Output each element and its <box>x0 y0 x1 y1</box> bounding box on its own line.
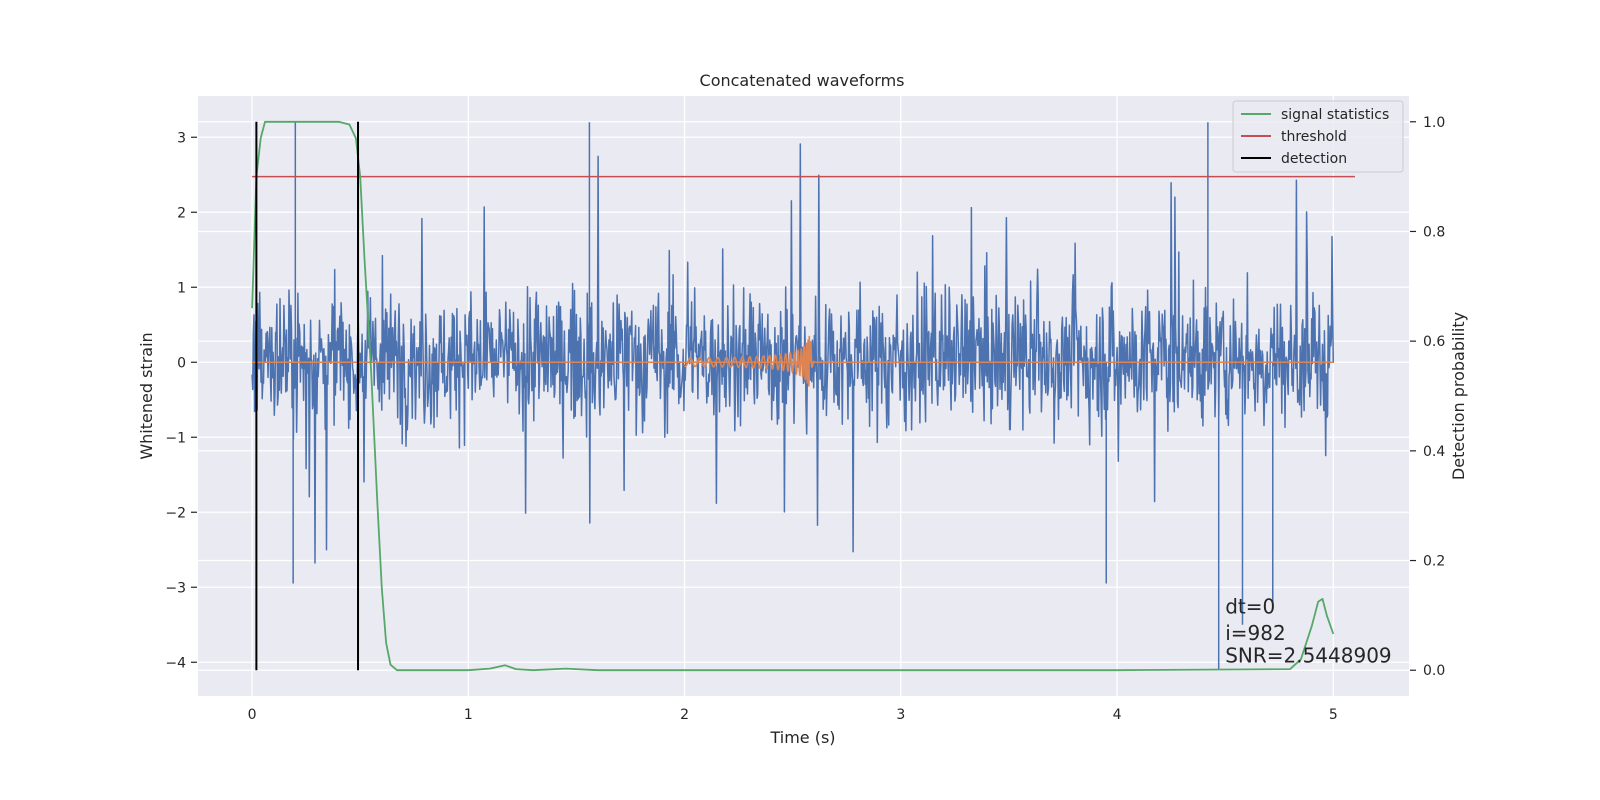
annotation-text: SNR=2.5448909 <box>1225 643 1391 667</box>
legend-label: signal statistics <box>1281 107 1389 123</box>
signal-statistics-line <box>251 120 1335 672</box>
y-tick-label: −1 <box>165 430 186 446</box>
y-tick-label: 2 <box>177 205 186 221</box>
annotation-text: dt=0 <box>1225 595 1275 619</box>
annotation-text: i=982 <box>1225 621 1286 645</box>
legend-label: detection <box>1281 151 1347 167</box>
x-tick-label: 3 <box>896 707 905 723</box>
y2-axis-label: Detection probability <box>1449 312 1468 480</box>
y2-tick-label: 0.4 <box>1423 444 1445 460</box>
chart-title: Concatenated waveforms <box>700 71 905 90</box>
y-axis-label: Whitened strain <box>137 332 156 459</box>
x-tick-label: 5 <box>1329 707 1338 723</box>
ticks: 0 1 2 3 4 5 −4 −3 −2 −1 0 1 2 3 0.0 0.2 0.4 0.6 0.8 1.0 <box>165 115 1445 723</box>
strain-noise-line <box>251 143 1335 564</box>
y-tick-label: 1 <box>177 280 186 296</box>
x-tick-label: 4 <box>1113 707 1122 723</box>
x-tick-label: 1 <box>464 707 473 723</box>
legend: signal statistics threshold detection <box>1232 100 1404 173</box>
y2-tick-label: 0.8 <box>1423 224 1445 240</box>
legend-label: threshold <box>1281 129 1347 145</box>
template-waveform-line <box>683 335 815 387</box>
y2-tick-label: 1.0 <box>1423 115 1445 131</box>
x-axis-label: Time (s) <box>769 728 835 747</box>
y2-tick-label: 0.6 <box>1423 334 1445 350</box>
y-tick-label: −4 <box>165 655 186 671</box>
y-tick-label: 3 <box>177 130 186 146</box>
y-tick-label: −2 <box>165 505 186 521</box>
y-tick-label: −3 <box>165 580 186 596</box>
y2-tick-label: 0.0 <box>1423 663 1445 679</box>
plot-lines <box>251 120 1355 672</box>
x-tick-label: 0 <box>248 707 257 723</box>
y-tick-label: 0 <box>177 355 186 371</box>
y2-tick-label: 0.2 <box>1423 554 1445 570</box>
legend-box <box>1232 100 1404 173</box>
x-tick-label: 2 <box>680 707 689 723</box>
